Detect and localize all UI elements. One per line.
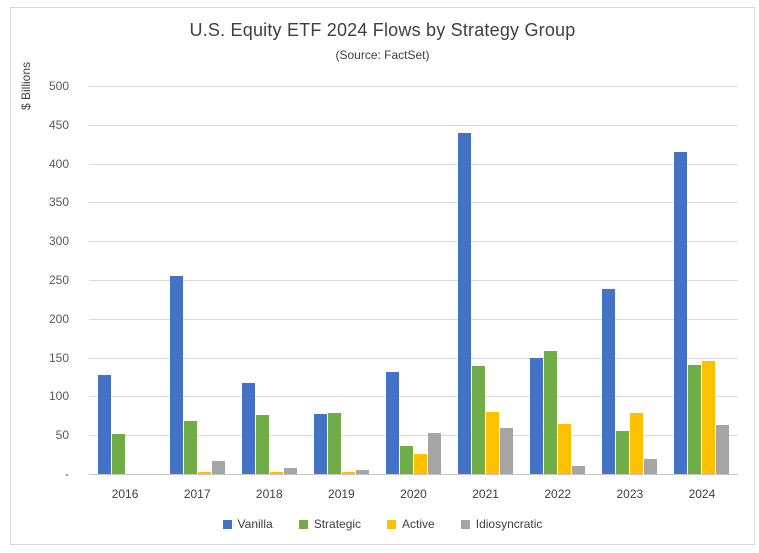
bar-strategic-2021	[472, 366, 486, 474]
x-tick-label-2016: 2016	[111, 487, 139, 501]
legend-item-active: Active	[387, 517, 435, 531]
bar-active-2019	[341, 471, 355, 474]
chart-title: U.S. Equity ETF 2024 Flows by Strategy G…	[189, 20, 576, 40]
bar-group-2017	[161, 86, 233, 474]
bar-vanilla-2019	[313, 414, 327, 474]
y-tick-label: 400	[48, 156, 69, 171]
x-tick-label-2019: 2019	[328, 487, 355, 501]
y-tick-label: 300	[48, 234, 69, 249]
bar-vanilla-2022	[530, 358, 544, 474]
bar-active-2020	[413, 453, 427, 474]
gridline	[89, 318, 738, 320]
x-tick-label-2017: 2017	[183, 487, 211, 501]
y-axis: - 50 100 150 200 250 300 350 400 450 500	[11, 79, 79, 481]
bar-strategic-2019	[327, 412, 341, 474]
gridline	[89, 396, 738, 398]
bar-active-2023	[630, 412, 644, 474]
bar-group-2020	[377, 86, 449, 474]
bar-strategic-2016	[111, 434, 125, 474]
gridline	[89, 163, 738, 165]
chart-subtitle: (Source: FactSet)	[335, 48, 430, 62]
bar-group-2021	[450, 86, 522, 474]
y-tick-label: -	[65, 467, 69, 481]
x-tick-label-2020: 2020	[400, 487, 427, 501]
gridline	[89, 202, 738, 204]
legend-item-vanilla: Vanilla	[222, 517, 273, 531]
gridline	[89, 357, 738, 359]
bar-active-2018	[269, 471, 283, 474]
legend-swatch-icon	[460, 519, 470, 529]
gridline	[89, 241, 738, 243]
y-tick-label: 500	[48, 79, 69, 93]
legend-swatch-icon	[222, 519, 232, 529]
gridline	[89, 86, 738, 87]
legend-swatch-icon	[298, 519, 308, 529]
x-tick-label-2024: 2024	[688, 487, 716, 501]
bar-vanilla-2018	[241, 383, 255, 474]
bar-idiosyncratic-2017	[211, 460, 225, 474]
y-tick-label: 100	[48, 389, 69, 404]
bar-vanilla-2016	[97, 375, 111, 474]
plot-area	[89, 86, 738, 475]
bar-idiosyncratic-2021	[500, 428, 514, 474]
bar-idiosyncratic-2018	[283, 467, 297, 474]
x-axis: 2016 2017 2018 2019 2020 2021 2022 2023 2024	[89, 487, 738, 501]
x-tick-label-2023: 2023	[616, 487, 644, 501]
bar-strategic-2023	[616, 430, 630, 474]
legend-item-idiosyncratic: Idiosyncratic	[460, 517, 543, 531]
x-tick-label-2022: 2022	[544, 487, 572, 501]
gridline	[89, 435, 738, 437]
bar-group-2016	[89, 86, 161, 474]
bar-vanilla-2017	[169, 276, 183, 474]
y-tick-label: 150	[48, 350, 69, 365]
bar-idiosyncratic-2023	[644, 458, 658, 474]
bar-strategic-2022	[544, 351, 558, 474]
y-tick-label: 350	[48, 195, 69, 210]
bar-idiosyncratic-2019	[355, 470, 369, 474]
x-tick-label-2021: 2021	[472, 487, 499, 501]
legend-swatch-icon	[387, 519, 397, 529]
gridline	[89, 280, 738, 281]
bar-idiosyncratic-2024	[716, 425, 730, 474]
bar-active-2022	[558, 424, 572, 474]
bar-group-2024	[666, 86, 738, 474]
legend-item-strategic: Strategic	[298, 517, 362, 531]
legend-label: Strategic	[313, 517, 362, 531]
legend-label: Idiosyncratic	[475, 517, 543, 531]
bar-idiosyncratic-2022	[572, 466, 586, 474]
y-tick-label: 450	[48, 117, 69, 132]
bar-strategic-2018	[255, 415, 269, 474]
legend-label: Active	[402, 517, 435, 531]
bar-group-2019	[305, 86, 377, 474]
bar-group-2022	[522, 86, 594, 474]
bar-group-2023	[594, 86, 666, 474]
bar-vanilla-2024	[674, 152, 688, 474]
bar-active-2024	[702, 360, 716, 474]
gridline	[89, 124, 738, 126]
bar-vanilla-2021	[458, 133, 472, 474]
bar-active-2017	[197, 471, 211, 474]
x-tick-label-2018: 2018	[255, 487, 283, 501]
bar-active-2021	[486, 411, 500, 474]
bar-strategic-2024	[688, 365, 702, 474]
y-tick-label: 250	[48, 273, 69, 287]
bar-group-2018	[233, 86, 305, 474]
bar-strategic-2020	[399, 446, 413, 474]
x-axis-line	[89, 474, 738, 475]
legend: Vanilla Strategic Active Idiosyncratic	[11, 517, 754, 531]
bar-vanilla-2020	[385, 372, 399, 474]
chart-frame: U.S. Equity ETF 2024 Flows by Strategy G…	[10, 7, 755, 545]
bar-groups	[89, 86, 738, 474]
bar-idiosyncratic-2020	[427, 432, 441, 474]
y-tick-label: 50	[55, 428, 69, 443]
legend-label: Vanilla	[237, 517, 273, 531]
bar-strategic-2017	[183, 421, 197, 474]
bar-vanilla-2023	[602, 289, 616, 474]
y-tick-label: 200	[48, 311, 69, 326]
